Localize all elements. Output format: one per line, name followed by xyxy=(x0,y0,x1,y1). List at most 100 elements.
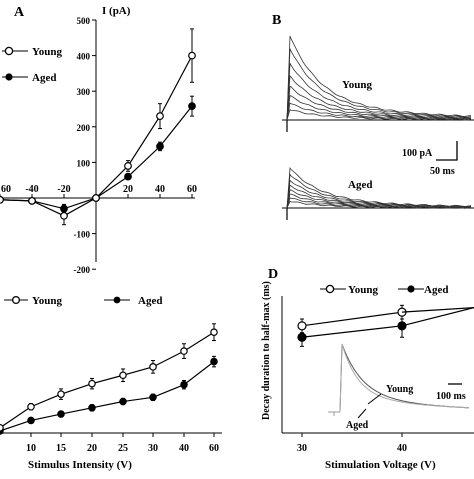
d-series xyxy=(297,304,474,347)
b-young-trace xyxy=(286,35,472,121)
c-aged-point xyxy=(57,410,65,418)
c-legend-aged-marker xyxy=(113,296,121,304)
c-young-point xyxy=(119,371,127,380)
b-young-traces xyxy=(282,35,474,132)
d-aged-point xyxy=(297,332,307,342)
d-aged-line-extension xyxy=(401,307,474,327)
c-legend-young-marker xyxy=(11,295,21,305)
b-aged-trace xyxy=(286,179,472,209)
a-ytick-label: 300 xyxy=(77,87,91,97)
c-ticks: 10 15 20 25 30 40 60 xyxy=(26,433,219,454)
b-young-trace xyxy=(286,108,472,121)
d-inset-aged-label: Aged xyxy=(346,420,369,431)
c-young-point xyxy=(210,328,218,337)
panel-c: 10 15 20 25 30 40 60 Stimulus Intensity (V) Yo… xyxy=(0,295,222,471)
b-young-trace xyxy=(286,74,472,121)
c-aged-point xyxy=(180,380,188,389)
a-xtick-label: 20 xyxy=(123,184,133,195)
a-aged-point xyxy=(124,172,132,181)
panel-b: Young Aged 100 pA 50 ms xyxy=(282,35,474,220)
d-inset-scale-label: 100 ms xyxy=(436,391,466,402)
a-ytick-label: -100 xyxy=(74,230,91,240)
d-inset xyxy=(328,343,470,416)
b-aged-trace xyxy=(286,166,472,209)
c-young-line xyxy=(0,331,215,429)
d-young-line xyxy=(301,311,403,327)
c-young-point xyxy=(27,402,35,411)
a-ytick-label: 100 xyxy=(77,158,91,168)
panel-a: I (pA) -200 -100 100 200 300 400 500 60 -40 -20 20… xyxy=(0,5,197,275)
a-legend: Young Aged xyxy=(2,46,62,84)
c-young-point xyxy=(57,390,65,398)
c-series xyxy=(0,323,218,435)
d-xtick-label: 30 xyxy=(297,443,307,454)
a-xtick-label: -20 xyxy=(57,184,70,195)
b-scale-time: 50 ms xyxy=(430,166,455,177)
b-aged-trace xyxy=(286,173,472,209)
b-scale-bar xyxy=(436,141,458,161)
a-young-point xyxy=(124,162,132,170)
panel-label-a: A xyxy=(14,5,25,20)
d-inset-aged-trace xyxy=(339,343,470,413)
b-young-trace xyxy=(286,61,472,121)
panel-label-b: B xyxy=(272,13,281,28)
c-aged-point xyxy=(149,393,157,402)
a-legend-young-label: Young xyxy=(32,46,62,58)
a-aged-point xyxy=(188,102,196,111)
a-xtick-label: 40 xyxy=(155,184,165,195)
c-aged-point xyxy=(210,357,218,366)
d-legend-young-marker xyxy=(325,284,335,294)
b-aged-trace xyxy=(286,184,472,209)
a-xtick-label: -40 xyxy=(25,184,38,195)
a-young-point xyxy=(28,196,36,205)
b-young-trace xyxy=(286,48,472,121)
c-xtick-label: 20 xyxy=(87,443,97,454)
a-young-point xyxy=(60,211,68,220)
c-xlabel: Stimulus Intensity (V) xyxy=(28,459,132,471)
b-aged-label: Aged xyxy=(348,179,372,191)
d-xlabel: Stimulation Voltage (V) xyxy=(325,459,436,471)
c-aged-line xyxy=(0,361,215,432)
panel-d: Decay duration to half-max (ms) Stimulat… xyxy=(261,281,474,471)
d-ticks: 30 40 xyxy=(297,433,407,454)
a-young-point xyxy=(0,195,4,204)
c-young-point xyxy=(0,423,4,432)
b-scale-current: 100 pA xyxy=(402,148,433,159)
panel-label-d: D xyxy=(268,267,278,282)
b-aged-traces xyxy=(282,166,474,220)
d-xtick-label: 40 xyxy=(397,443,407,454)
c-aged-point xyxy=(88,403,96,412)
c-xtick-label: 25 xyxy=(118,443,128,454)
d-legend-aged-marker xyxy=(407,285,415,293)
d-ylabel: Decay duration to half-max (ms) xyxy=(261,281,272,420)
c-legend-young-label: Young xyxy=(32,295,62,307)
c-xtick-label: 15 xyxy=(56,443,66,454)
d-legend-young-label: Young xyxy=(348,284,378,296)
b-aged-trace xyxy=(286,200,472,209)
c-legend: Young Aged xyxy=(4,295,162,307)
d-inset-young-arrow xyxy=(367,393,382,405)
a-xtick-label: 60 xyxy=(1,184,11,195)
a-young-point xyxy=(92,194,100,202)
d-young-line-extension xyxy=(401,307,474,313)
c-xtick-label: 40 xyxy=(179,443,189,454)
a-young-point xyxy=(188,51,196,60)
b-young-trace xyxy=(286,102,472,121)
c-young-point xyxy=(88,379,96,388)
a-legend-aged-marker xyxy=(5,73,13,81)
a-legend-aged-label: Aged xyxy=(32,72,56,84)
a-ytick-label: -200 xyxy=(74,265,91,275)
a-ticks: -200 -100 100 200 300 400 500 60 -40 -20 20 40 60 xyxy=(0,16,197,275)
d-legend: Young Aged xyxy=(320,284,448,296)
c-young-point xyxy=(180,347,188,355)
a-legend-young-marker xyxy=(4,46,14,56)
d-legend-aged-label: Aged xyxy=(424,284,448,296)
a-young-point xyxy=(156,112,164,121)
c-legend-aged-label: Aged xyxy=(138,295,162,307)
d-inset-aged-arrow xyxy=(357,408,367,419)
c-xtick-label: 30 xyxy=(148,443,158,454)
c-young-point xyxy=(149,363,157,371)
c-aged-point xyxy=(119,397,127,406)
